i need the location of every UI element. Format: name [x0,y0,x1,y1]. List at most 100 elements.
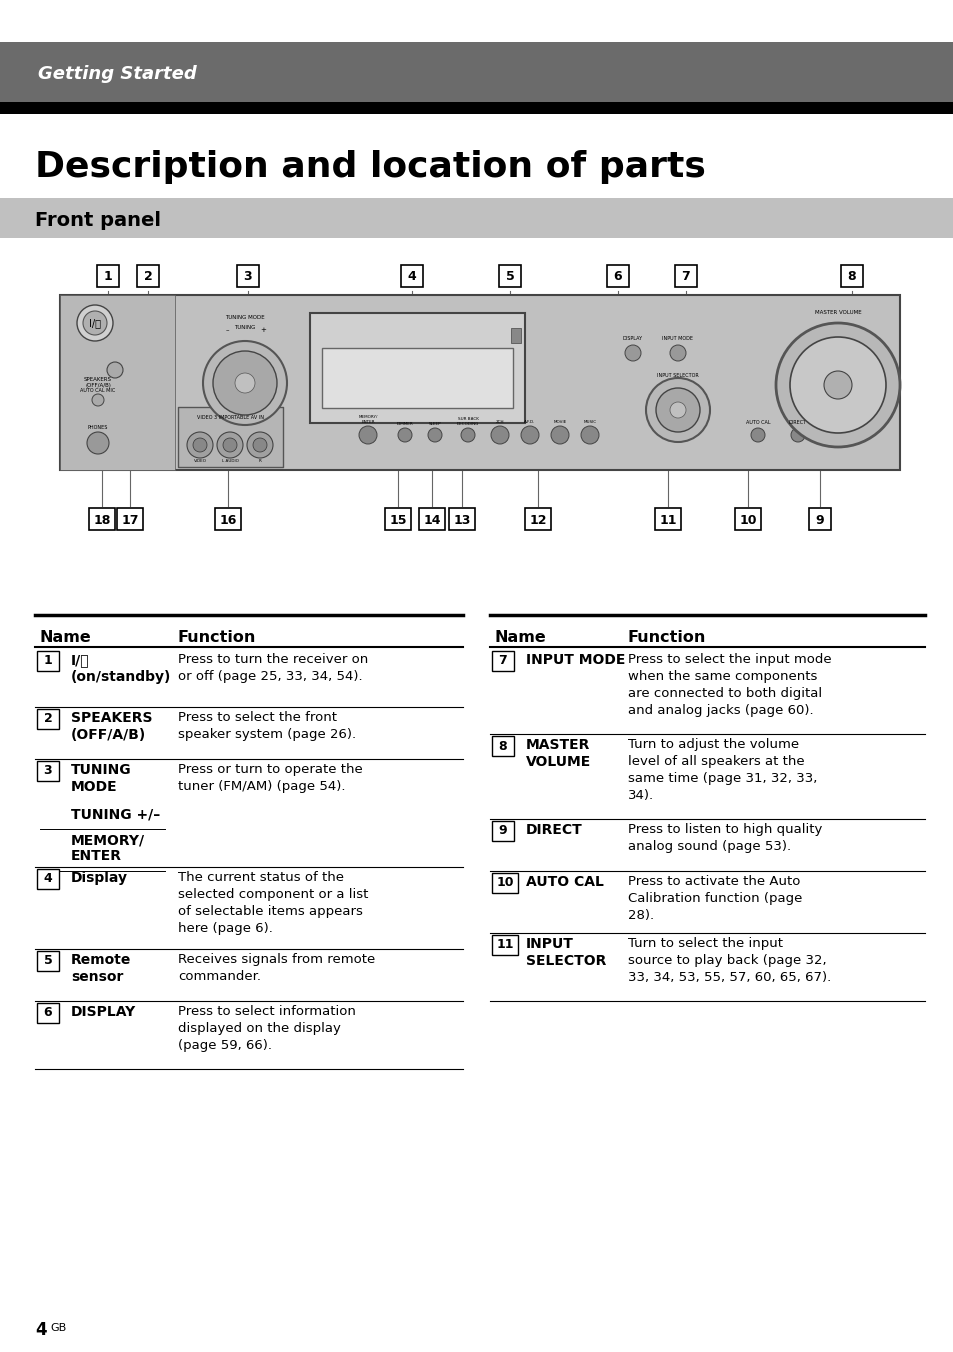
Text: 6: 6 [44,1006,52,1019]
Text: TUNING MODE: TUNING MODE [225,315,265,320]
Bar [214,508,241,530]
Text: I/⌛: I/⌛ [89,318,101,329]
Text: –: – [225,327,229,333]
Bar [37,761,59,781]
Bar [37,652,59,671]
Text: Display: Display [71,871,128,886]
Text: 6: 6 [613,270,621,284]
Text: The current status of the: The current status of the [178,871,344,884]
Text: and analog jacks (page 60).: and analog jacks (page 60). [627,704,813,717]
Bar [89,508,115,530]
Text: Description and location of parts: Description and location of parts [35,150,705,184]
Text: Turn to select the input: Turn to select the input [627,937,782,950]
Text: Name: Name [40,630,91,645]
Text: 8: 8 [498,740,507,753]
Bar [492,936,517,955]
Text: 5: 5 [44,955,52,968]
Text: MASTER: MASTER [525,738,590,752]
Text: TUNING +/–: TUNING +/– [71,807,160,821]
Bar [137,265,159,287]
Text: ENTER: ENTER [71,849,122,863]
Text: Receives signals from remote: Receives signals from remote [178,953,375,965]
Text: I/⌛: I/⌛ [71,653,90,667]
Text: 15: 15 [389,514,406,526]
Text: Press to select the input mode: Press to select the input mode [627,653,831,667]
Text: 2: 2 [144,270,152,284]
Text: Press to select the front: Press to select the front [178,711,336,725]
Circle shape [823,370,851,399]
Circle shape [491,426,509,443]
Circle shape [247,433,273,458]
Text: INPUT MODE: INPUT MODE [525,653,625,667]
Bar [97,265,119,287]
Bar [841,265,862,287]
Text: INPUT MODE: INPUT MODE [661,337,693,341]
Bar [418,508,444,530]
Circle shape [216,433,243,458]
Bar [322,347,513,408]
Text: R: R [258,458,261,462]
Circle shape [193,438,207,452]
Text: DIRECT: DIRECT [525,823,582,837]
Text: tuner (FM/AM) (page 54).: tuner (FM/AM) (page 54). [178,780,345,794]
Text: 3: 3 [243,270,252,284]
Bar [60,295,174,470]
Text: (OFF/A/B): (OFF/A/B) [71,727,146,742]
Bar [524,508,551,530]
Text: SELECTOR: SELECTOR [525,955,606,968]
Text: 11: 11 [496,938,514,952]
Circle shape [750,429,764,442]
Circle shape [656,388,700,433]
Bar [675,265,697,287]
Text: 5: 5 [505,270,514,284]
Circle shape [775,323,899,448]
Bar [400,265,422,287]
Text: 4: 4 [44,872,52,886]
Bar [0,101,953,114]
Text: 16: 16 [219,514,236,526]
Text: DISPLAY: DISPLAY [622,337,642,341]
Text: 9: 9 [815,514,823,526]
Text: displayed on the display: displayed on the display [178,1022,340,1036]
Text: same time (page 31, 32, 33,: same time (page 31, 32, 33, [627,772,817,786]
Text: 14: 14 [423,514,440,526]
Bar [498,265,520,287]
Bar [178,407,283,466]
Text: MEMORY/
ENTER: MEMORY/ ENTER [358,415,377,425]
Text: source to play back (page 32,: source to play back (page 32, [627,955,825,967]
Bar [37,708,59,729]
Text: sensor: sensor [71,969,123,984]
Text: 13: 13 [453,514,470,526]
Text: 7: 7 [498,654,507,668]
Text: Press to turn the receiver on: Press to turn the receiver on [178,653,368,667]
Bar [0,197,953,238]
Text: analog sound (page 53).: analog sound (page 53). [627,840,790,853]
Bar [385,508,411,530]
Text: 7: 7 [680,270,690,284]
Circle shape [669,402,685,418]
Circle shape [358,426,376,443]
Circle shape [397,429,412,442]
Text: here (page 6).: here (page 6). [178,922,273,936]
Text: MUSIC: MUSIC [583,420,596,425]
Text: Function: Function [627,630,705,645]
Text: SUR BACK
DECODING: SUR BACK DECODING [456,418,478,426]
Circle shape [428,429,441,442]
Text: 11: 11 [659,514,676,526]
Bar [492,873,517,894]
Circle shape [223,438,236,452]
Text: DIRECT: DIRECT [788,420,806,425]
Text: Name: Name [495,630,546,645]
Text: (page 59, 66).: (page 59, 66). [178,1038,272,1052]
Bar [492,652,514,671]
Text: selected component or a list: selected component or a list [178,888,368,900]
Text: Press or turn to operate the: Press or turn to operate the [178,763,362,776]
Bar [511,329,520,343]
Text: 4: 4 [407,270,416,284]
Bar [449,508,475,530]
Text: MODE: MODE [71,780,117,794]
Circle shape [213,352,276,415]
Circle shape [91,393,104,406]
Text: SLEEP: SLEEP [428,422,441,426]
Circle shape [234,373,254,393]
